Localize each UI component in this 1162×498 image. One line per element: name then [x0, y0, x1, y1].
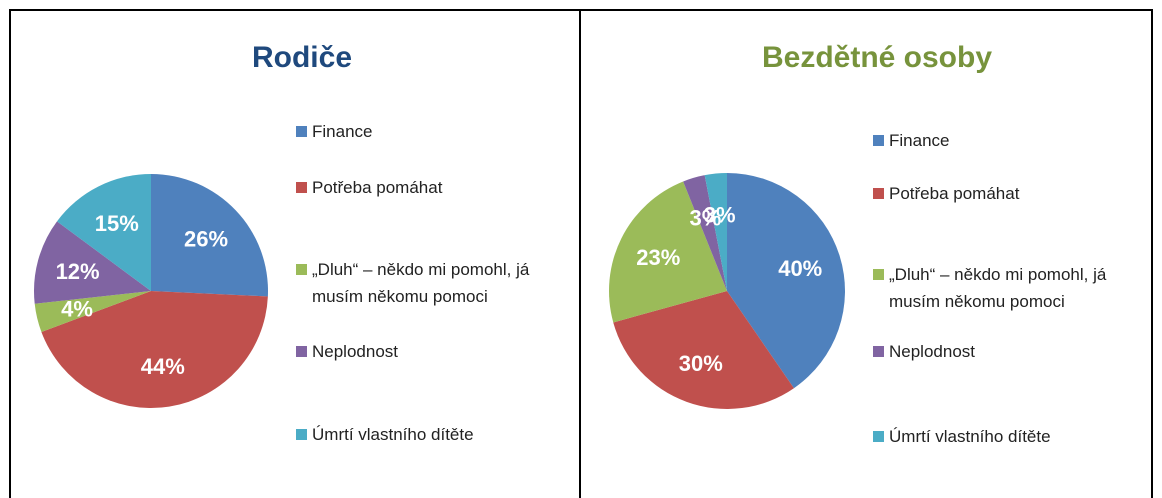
- legend-entry: Potřeba pomáhat: [873, 180, 1109, 207]
- pie-slice: [56, 174, 151, 291]
- data-label: 44%: [141, 354, 185, 379]
- data-label: 3%: [704, 203, 736, 228]
- legend-swatch: [296, 126, 307, 137]
- pie-slice: [151, 174, 268, 297]
- legend-label: „Dluh“ – někdo mi pomohl, já musím někom…: [312, 260, 530, 306]
- legend-swatch: [873, 269, 884, 280]
- legend-swatch: [873, 188, 884, 199]
- pie-slice: [613, 291, 794, 410]
- legend-swatch: [873, 431, 884, 442]
- chart-title: Bezdětné osoby: [762, 41, 992, 74]
- pie-slice: [34, 291, 152, 332]
- data-label: 12%: [56, 259, 100, 284]
- pie-slice: [41, 291, 268, 409]
- legend-swatch: [296, 182, 307, 193]
- chart-title: Rodiče: [252, 41, 352, 74]
- data-label: 15%: [95, 211, 139, 236]
- legend-swatch: [873, 346, 884, 357]
- pie-slice: [727, 173, 845, 389]
- legend-label: Potřeba pomáhat: [889, 184, 1020, 203]
- pie-slice: [33, 221, 151, 304]
- legend-entry: Úmrtí vlastního dítěte: [296, 421, 532, 448]
- legend-label: Neplodnost: [889, 342, 976, 361]
- legend-label: Neplodnost: [312, 342, 399, 361]
- legend-label: Potřeba pomáhat: [312, 178, 443, 197]
- legend-entry: „Dluh“ – někdo mi pomohl, já musím někom…: [296, 256, 532, 310]
- legend-label: Úmrtí vlastního dítěte: [312, 425, 474, 444]
- legend-entry: „Dluh“ – někdo mi pomohl, já musím někom…: [873, 261, 1109, 315]
- panel-border: [579, 9, 1153, 498]
- data-label: 23%: [636, 245, 680, 270]
- legend-entry: Neplodnost: [873, 338, 1109, 365]
- legend-entry: Neplodnost: [296, 338, 532, 365]
- legend-entry: Potřeba pomáhat: [296, 174, 532, 201]
- legend-entry: Úmrtí vlastního dítěte: [873, 423, 1109, 450]
- data-label: 40%: [778, 256, 822, 281]
- legend-swatch: [873, 135, 884, 146]
- pie-slice: [608, 181, 727, 323]
- data-label: 26%: [184, 226, 228, 251]
- legend-entry: Finance: [873, 127, 1109, 154]
- legend-entry: Finance: [296, 118, 532, 145]
- pie-slice: [683, 175, 727, 291]
- legend-label: Finance: [889, 131, 950, 150]
- legend-swatch: [296, 264, 307, 275]
- legend-swatch: [296, 429, 307, 440]
- data-label: 4%: [61, 297, 93, 322]
- pie-slice: [704, 173, 727, 291]
- legend-label: „Dluh“ – někdo mi pomohl, já musím někom…: [889, 265, 1107, 311]
- legend-label: Finance: [312, 122, 373, 141]
- data-label: 30%: [679, 351, 723, 376]
- legend-swatch: [296, 346, 307, 357]
- legend-label: Úmrtí vlastního dítěte: [889, 427, 1051, 446]
- data-label: 3%: [689, 205, 721, 230]
